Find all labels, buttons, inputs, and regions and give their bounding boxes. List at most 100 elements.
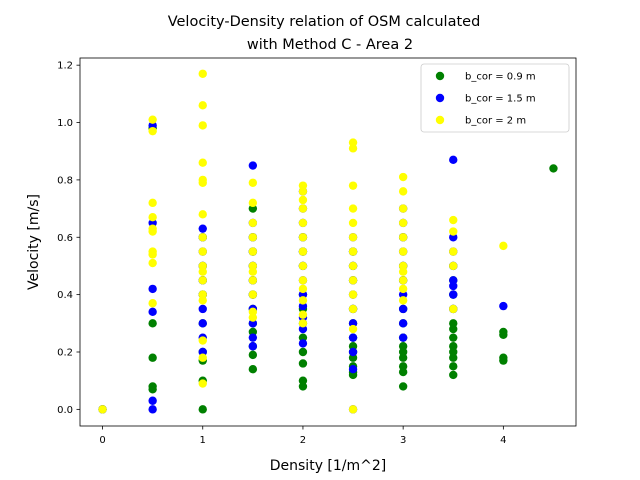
x-tick-label: 3	[400, 435, 406, 446]
scatter-point-series-3	[248, 276, 258, 285]
scatter-point-series-1	[248, 365, 258, 374]
legend-marker-series-1	[435, 71, 445, 81]
scatter-point-series-2	[348, 333, 358, 342]
scatter-point-series-3	[398, 276, 408, 285]
y-tick-label: 0.2	[57, 347, 73, 358]
y-tick-label: 1.2	[57, 61, 73, 72]
x-tick-label: 0	[99, 435, 105, 446]
scatter-point-series-3	[348, 324, 358, 334]
scatter-point-series-1	[298, 382, 308, 391]
scatter-point-series-1	[398, 347, 408, 357]
x-tick-label: 4	[500, 435, 506, 446]
scatter-point-series-3	[148, 247, 157, 256]
scatter-point-series-3	[348, 204, 358, 213]
scatter-point-series-2	[198, 304, 207, 314]
scatter-point-series-2	[248, 333, 258, 342]
scatter-point-series-3	[298, 284, 308, 294]
scatter-point-series-3	[198, 233, 207, 242]
scatter-point-series-3	[148, 115, 157, 124]
scatter-point-series-3	[198, 261, 207, 271]
scatter-point-series-3	[198, 290, 207, 299]
scatter-point-series-1	[298, 359, 308, 368]
scatter-point-series-2	[198, 224, 207, 233]
scatter-point-series-3	[348, 276, 358, 285]
scatter-point-series-2	[449, 281, 458, 291]
legend: b_cor = 0.9 m b_cor = 1.5 m b_cor = 2 m	[420, 63, 570, 133]
scatter-point-series-2	[148, 284, 157, 294]
scatter-point-series-1	[348, 342, 358, 351]
scatter-point-series-3	[348, 405, 358, 414]
scatter-point-series-3	[248, 247, 258, 256]
scatter-point-series-1	[398, 362, 408, 371]
scatter-point-series-3	[348, 181, 358, 190]
y-axis-ticks: 0.0 0.2 0.4 0.6 0.8 1.0 1.2	[57, 61, 80, 416]
scatter-point-series-1	[298, 376, 308, 385]
scatter-point-series-2	[248, 161, 258, 170]
scatter-point-series-3	[298, 276, 308, 285]
scatter-point-series-3	[248, 218, 258, 228]
scatter-point-series-3	[198, 267, 207, 276]
scatter-point-series-3	[298, 204, 308, 213]
scatter-point-series-2	[248, 342, 258, 351]
scatter-point-series-3	[298, 233, 308, 242]
scatter-point-series-3	[398, 267, 408, 276]
scatter-point-series-3	[398, 233, 408, 242]
scatter-point-series-3	[198, 336, 207, 345]
scatter-point-series-2	[398, 333, 408, 342]
y-tick-label: 0.6	[57, 233, 73, 244]
y-tick-label: 0.4	[57, 290, 73, 301]
scatter-point-series-3	[198, 296, 207, 305]
chart-title-line-2: with Method C - Area 2	[247, 37, 413, 53]
legend-label-series-3: b_cor = 2 m	[465, 116, 526, 127]
scatter-point-series-2	[449, 290, 458, 299]
x-tick-label: 1	[200, 435, 206, 446]
scatter-point-series-1	[549, 164, 558, 173]
scatter-point-series-2	[449, 233, 458, 242]
legend-box	[420, 63, 570, 133]
scatter-point-series-2	[298, 301, 308, 311]
plot-frame	[79, 57, 577, 427]
scatter-point-series-1	[499, 327, 508, 337]
scatter-point-series-2	[148, 405, 157, 414]
scatter-point-series-1	[398, 367, 408, 377]
scatter-point-series-3	[198, 101, 207, 110]
scatter-point-series-3	[298, 310, 308, 319]
scatter-point-series-1	[449, 319, 458, 328]
scatter-point-series-2	[499, 301, 508, 311]
scatter-point-series-2	[348, 347, 358, 357]
scatter-point-series-3	[348, 138, 358, 147]
x-axis-ticks: 0 1 2 3 4	[99, 426, 507, 446]
scatter-point-series-3	[348, 261, 358, 271]
scatter-point-series-3	[198, 353, 207, 362]
scatter-point-series-1	[398, 342, 408, 351]
scatter-point-series-3	[348, 218, 358, 228]
scatter-point-series-3	[348, 233, 358, 242]
scatter-point-series-1	[449, 333, 458, 342]
scatter-point-series-3	[148, 126, 157, 136]
scatter-point-series-3	[348, 304, 358, 314]
scatter-point-series-1	[398, 382, 408, 391]
x-axis-title: Density [1/m^2]	[270, 458, 387, 474]
scatter-point-series-3	[348, 290, 358, 299]
scatter-point-series-1	[449, 362, 458, 371]
scatter-point-series-3	[198, 69, 207, 78]
scatter-point-series-3	[198, 175, 207, 185]
scatter-point-series-1	[248, 327, 258, 337]
y-tick-label: 0.0	[57, 405, 73, 416]
scatter-point-series-1	[198, 405, 207, 414]
scatter-point-series-3	[148, 224, 157, 233]
scatter-point-series-3	[248, 267, 258, 276]
scatter-point-series-3	[198, 158, 207, 167]
scatter-point-series-1	[499, 353, 508, 362]
scatter-point-series-3	[98, 405, 107, 414]
scatter-point-series-3	[298, 218, 308, 228]
scatter-point-series-3	[398, 218, 408, 228]
legend-marker-series-2	[435, 93, 445, 103]
legend-label-series-1: b_cor = 0.9 m	[465, 72, 536, 83]
scatter-point-series-3	[248, 313, 258, 322]
scatter-point-series-2	[398, 319, 408, 328]
scatter-point-series-3	[148, 299, 157, 308]
scatter-point-series-3	[398, 284, 408, 294]
scatter-point-series-1	[449, 347, 458, 357]
scatter-point-series-3	[398, 204, 408, 213]
